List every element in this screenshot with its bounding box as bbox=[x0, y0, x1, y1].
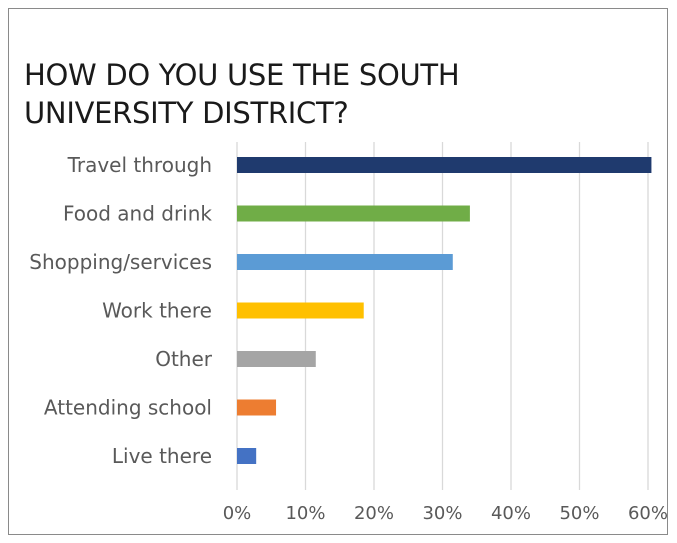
x-tick-label-30: 30% bbox=[422, 503, 462, 524]
x-tick-label-50: 50% bbox=[559, 503, 599, 524]
category-label-live-there: Live there bbox=[112, 444, 212, 468]
x-tick-labels: 0% 10% 20% 30% 40% 50% 60% bbox=[223, 503, 668, 524]
bars bbox=[237, 157, 652, 464]
category-labels: Travel through Food and drink Shopping/ser… bbox=[29, 153, 213, 468]
x-tick-label-40: 40% bbox=[491, 503, 531, 524]
x-tick-label-20: 20% bbox=[354, 503, 394, 524]
bar-live-there bbox=[237, 448, 257, 464]
chart-frame bbox=[8, 8, 668, 535]
bar-other bbox=[237, 351, 316, 367]
x-tick-label-60: 60% bbox=[628, 503, 668, 524]
bar-travel-through bbox=[237, 157, 652, 173]
category-label-attending-school: Attending school bbox=[44, 396, 212, 420]
bar-work-there bbox=[237, 302, 364, 319]
bar-attending-school bbox=[237, 399, 277, 416]
x-tick-label-10: 10% bbox=[285, 503, 325, 524]
category-label-food-and-drink: Food and drink bbox=[63, 202, 212, 226]
category-label-work-there: Work there bbox=[102, 299, 212, 323]
chart-title: HOW DO YOU USE THE SOUTH UNIVERSITY DIST… bbox=[24, 58, 460, 130]
bar-food-and-drink bbox=[237, 205, 470, 222]
category-label-travel-through: Travel through bbox=[67, 153, 212, 177]
category-label-other: Other bbox=[155, 347, 213, 371]
x-tick-label-0: 0% bbox=[223, 503, 252, 524]
bar-shopping-services bbox=[237, 254, 453, 270]
category-label-shopping-services: Shopping/services bbox=[29, 250, 212, 274]
